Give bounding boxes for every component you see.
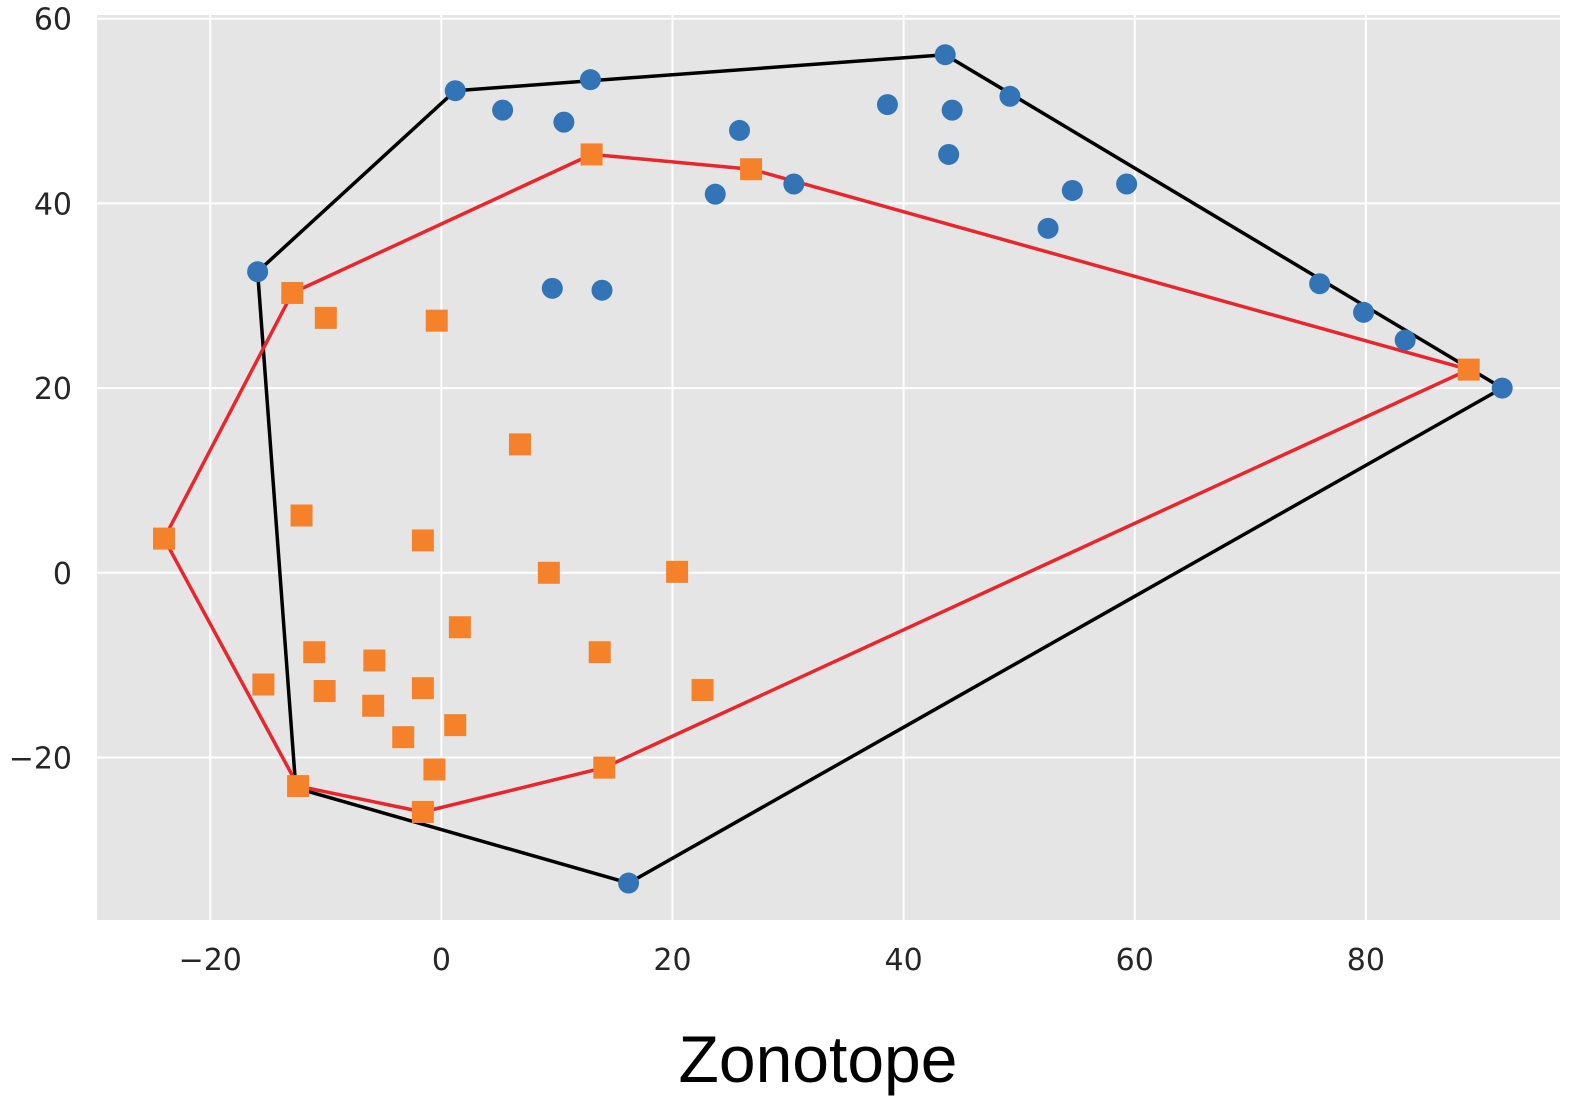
orange-data-point bbox=[740, 158, 763, 181]
blue-data-point bbox=[591, 279, 613, 301]
orange-data-point bbox=[252, 673, 275, 696]
blue-data-point bbox=[876, 94, 898, 116]
orange-data-point bbox=[588, 641, 611, 664]
orange-data-point bbox=[313, 679, 336, 702]
orange-data-point bbox=[411, 800, 434, 823]
chart-caption: Zonotope bbox=[679, 1022, 958, 1096]
x-tick-label: −20 bbox=[179, 943, 242, 978]
blue-data-point bbox=[1061, 179, 1083, 201]
blue-data-point bbox=[541, 277, 563, 299]
blue-data-point bbox=[704, 183, 726, 205]
blue-data-point bbox=[1309, 273, 1331, 295]
blue-data-point bbox=[938, 143, 960, 165]
orange-data-point bbox=[303, 641, 326, 664]
orange-data-point bbox=[281, 281, 304, 304]
orange-data-point bbox=[593, 756, 616, 779]
blue-data-point bbox=[999, 85, 1021, 107]
orange-data-point bbox=[153, 527, 176, 550]
orange-data-point bbox=[1457, 358, 1480, 381]
blue-data-point bbox=[1037, 217, 1059, 239]
blue-data-point bbox=[492, 99, 514, 121]
blue-data-point bbox=[579, 69, 601, 91]
blue-data-point bbox=[444, 80, 466, 102]
y-tick-label: 20 bbox=[34, 372, 72, 407]
blue-data-point bbox=[1491, 377, 1513, 399]
x-tick-label: 0 bbox=[432, 943, 451, 978]
orange-data-point bbox=[411, 529, 434, 552]
blue-data-point bbox=[783, 173, 805, 195]
y-tick-label: 40 bbox=[34, 187, 72, 222]
blue-data-point bbox=[618, 872, 640, 894]
blue-data-point bbox=[1353, 301, 1375, 323]
orange-data-point bbox=[425, 309, 448, 332]
blue-data-point bbox=[941, 99, 963, 121]
orange-data-point bbox=[448, 616, 471, 639]
orange-data-point bbox=[508, 433, 531, 456]
orange-data-point bbox=[444, 714, 467, 737]
y-tick-label: 0 bbox=[53, 557, 72, 592]
blue-data-point bbox=[553, 111, 575, 133]
blue-data-point bbox=[729, 119, 751, 141]
orange-data-point bbox=[392, 726, 415, 749]
blue-data-point bbox=[1116, 173, 1138, 195]
orange-data-point bbox=[580, 143, 603, 166]
x-tick-label: 40 bbox=[885, 943, 923, 978]
x-tick-label: 80 bbox=[1347, 943, 1385, 978]
orange-data-point bbox=[362, 694, 385, 717]
orange-data-point bbox=[363, 649, 386, 672]
x-tick-label: 60 bbox=[1116, 943, 1154, 978]
data-points bbox=[153, 44, 1513, 894]
orange-data-point bbox=[537, 561, 560, 584]
x-tick-label: 20 bbox=[653, 943, 691, 978]
orange-data-point bbox=[411, 677, 434, 700]
orange-data-point bbox=[290, 504, 313, 527]
blue-data-point bbox=[247, 261, 269, 283]
tick-labels: −20 0 20 40 60 80 −20 0 20 40 60 bbox=[9, 3, 1385, 978]
y-tick-label: 60 bbox=[34, 3, 72, 38]
orange-data-point bbox=[314, 306, 337, 329]
orange-data-point bbox=[666, 560, 689, 583]
y-tick-label: −20 bbox=[9, 741, 72, 776]
plot-background bbox=[97, 15, 1560, 920]
blue-data-point bbox=[1394, 329, 1416, 351]
orange-data-point bbox=[287, 775, 310, 798]
orange-data-point bbox=[691, 679, 714, 702]
blue-data-point bbox=[934, 44, 956, 66]
orange-data-point bbox=[423, 758, 446, 781]
grid-lines bbox=[97, 15, 1560, 920]
